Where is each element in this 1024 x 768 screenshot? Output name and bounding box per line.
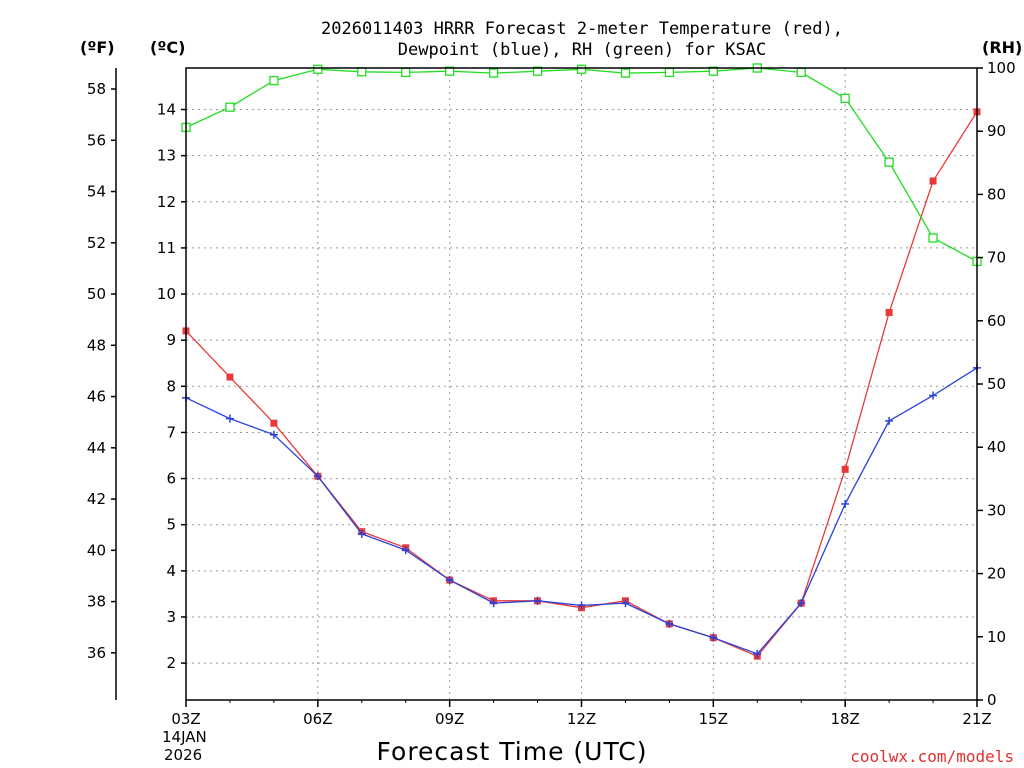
temperature-point bbox=[929, 177, 937, 185]
rh-tick-label: 100 bbox=[987, 59, 1016, 77]
temperature-point bbox=[226, 373, 234, 381]
axes bbox=[111, 67, 983, 707]
celsius-tick-label: 5 bbox=[166, 516, 176, 534]
x-tick-label: 09Z bbox=[435, 710, 464, 728]
dewpoint-point bbox=[357, 529, 366, 538]
rh-point bbox=[708, 66, 718, 76]
rh-tick-label: 70 bbox=[987, 249, 1006, 267]
celsius-tick-label: 14 bbox=[157, 101, 176, 119]
rh-point bbox=[313, 64, 323, 74]
x-tick-label: 15Z bbox=[699, 710, 728, 728]
rh-point bbox=[357, 67, 367, 77]
date-label-year: 2026 bbox=[164, 746, 202, 764]
rh-point bbox=[884, 157, 894, 167]
x-tick-label: 12Z bbox=[567, 710, 596, 728]
fahrenheit-tick-label: 42 bbox=[87, 490, 106, 508]
rh-tick-label: 40 bbox=[987, 438, 1006, 456]
celsius-tick-label: 6 bbox=[166, 470, 176, 488]
rh-point bbox=[445, 66, 455, 76]
dewpoint-point bbox=[841, 499, 850, 508]
dewpoint-point bbox=[577, 601, 586, 610]
rh-tick-label: 30 bbox=[987, 501, 1006, 519]
rh-point bbox=[401, 67, 411, 78]
fahrenheit-unit-label: (ºF) bbox=[80, 38, 115, 57]
fahrenheit-tick-label: 48 bbox=[87, 336, 106, 354]
celsius-tick-label: 2 bbox=[166, 654, 176, 672]
dewpoint-point bbox=[313, 472, 322, 481]
x-axis-title: Forecast Time (UTC) bbox=[377, 737, 648, 766]
rh-point bbox=[840, 93, 850, 103]
rh-point bbox=[620, 68, 631, 78]
celsius-tick-label: 3 bbox=[166, 608, 176, 626]
plot-frame bbox=[185, 67, 978, 701]
dewpoint-point bbox=[445, 576, 454, 585]
dewpoint-point bbox=[929, 391, 938, 400]
date-label-day: 14JAN bbox=[162, 728, 207, 746]
rh-tick-label: 90 bbox=[987, 122, 1006, 140]
rh-tick-label: 10 bbox=[987, 628, 1006, 646]
temperature-point bbox=[841, 465, 849, 473]
dewpoint-point bbox=[225, 414, 234, 423]
rh-tick-label: 50 bbox=[987, 375, 1006, 393]
celsius-tick-label: 13 bbox=[157, 147, 176, 165]
fahrenheit-tick-label: 50 bbox=[87, 285, 106, 303]
rh-tick-label: 0 bbox=[987, 691, 997, 709]
fahrenheit-tick-label: 58 bbox=[87, 80, 106, 98]
rh-point bbox=[488, 68, 499, 78]
chart-title-line-1: 2026011403 HRRR Forecast 2-meter Tempera… bbox=[321, 19, 843, 39]
celsius-tick-label: 9 bbox=[166, 331, 176, 349]
dewpoint-point bbox=[533, 596, 542, 605]
dewpoint-point bbox=[489, 599, 498, 608]
fahrenheit-tick-label: 46 bbox=[87, 388, 106, 406]
celsius-tick-label: 7 bbox=[166, 423, 176, 441]
dewpoint-point bbox=[269, 430, 278, 439]
fahrenheit-tick-label: 38 bbox=[87, 593, 106, 611]
dewpoint-point bbox=[753, 649, 762, 658]
chart-title-line-2: Dewpoint (blue), RH (green) for KSAC bbox=[398, 40, 766, 60]
fahrenheit-tick-label: 52 bbox=[87, 234, 106, 252]
rh-point bbox=[225, 102, 235, 112]
rh-tick-label: 20 bbox=[987, 565, 1006, 583]
x-tick-label: 21Z bbox=[962, 710, 991, 728]
data-series bbox=[181, 63, 982, 660]
x-tick-label: 18Z bbox=[830, 710, 859, 728]
fahrenheit-tick-label: 56 bbox=[87, 131, 106, 149]
source-credit: coolwx.com/models bbox=[850, 747, 1014, 766]
rh-point bbox=[664, 67, 675, 78]
x-tick-label: 06Z bbox=[303, 710, 332, 728]
rh-point bbox=[532, 66, 543, 76]
temperature-point bbox=[885, 308, 893, 316]
temperature-point bbox=[270, 419, 278, 427]
dewpoint-point bbox=[665, 619, 674, 628]
dewpoint-point bbox=[401, 546, 410, 555]
rh-tick-label: 60 bbox=[987, 312, 1006, 330]
celsius-tick-label: 10 bbox=[157, 285, 176, 303]
celsius-tick-label: 11 bbox=[157, 239, 176, 257]
rh-tick-label: 80 bbox=[987, 185, 1006, 203]
temperature-line bbox=[185, 111, 978, 657]
rh-unit-label: (RH) bbox=[982, 38, 1022, 57]
dewpoint-point bbox=[885, 416, 894, 425]
rh-point bbox=[928, 233, 938, 243]
x-tick-label: 03Z bbox=[171, 710, 200, 728]
fahrenheit-tick-label: 44 bbox=[87, 439, 106, 457]
dewpoint-point bbox=[709, 633, 718, 642]
fahrenheit-tick-label: 40 bbox=[87, 541, 106, 559]
fahrenheit-tick-label: 54 bbox=[87, 183, 106, 201]
celsius-tick-label: 12 bbox=[157, 193, 176, 211]
dewpoint-point bbox=[797, 599, 806, 608]
rh-point bbox=[576, 64, 587, 74]
celsius-unit-label: (ºC) bbox=[150, 38, 185, 57]
rh-point bbox=[796, 67, 806, 78]
rh-point bbox=[269, 75, 279, 86]
celsius-tick-label: 4 bbox=[166, 562, 176, 580]
fahrenheit-tick-label: 36 bbox=[87, 644, 106, 662]
dewpoint-point bbox=[621, 599, 630, 608]
celsius-tick-label: 8 bbox=[166, 377, 176, 395]
